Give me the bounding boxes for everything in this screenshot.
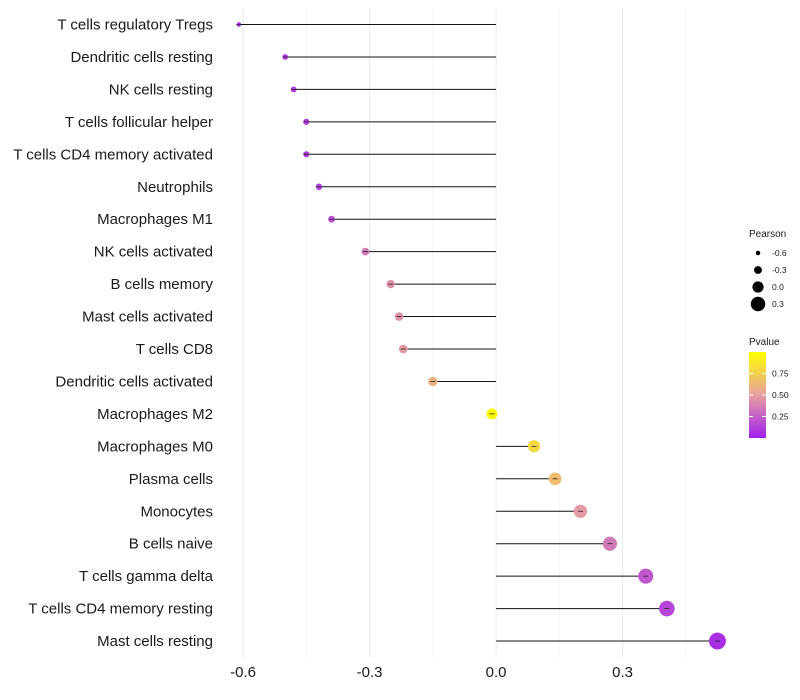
- lollipop-dots: [236, 22, 726, 650]
- color-legend-label: 0.25: [772, 412, 789, 422]
- y-axis-label: Macrophages M0: [97, 438, 213, 455]
- y-axis-label: B cells naive: [129, 536, 213, 553]
- size-legend: -0.6 -0.3 0.0 0.3: [750, 248, 787, 312]
- x-tick-label: 0.3: [612, 664, 633, 681]
- x-tick-label: -0.6: [230, 664, 256, 681]
- color-legend-title: Pvalue: [749, 337, 780, 348]
- size-legend-label: -0.3: [772, 265, 787, 275]
- size-legend-key: [752, 281, 764, 293]
- size-legend-key: [754, 266, 762, 274]
- y-axis-label: T cells CD4 memory activated: [13, 146, 213, 163]
- legend: Pearson -0.6-0.30.00.3 Pvalue 0.250.500.…: [749, 229, 789, 438]
- y-axis-label: T cells follicular helper: [65, 114, 213, 131]
- y-axis-labels: T cells regulatory Tregs Dendritic cells …: [13, 17, 213, 651]
- y-axis-label: Dendritic cells activated: [55, 373, 213, 390]
- color-legend-labels: 0.25 0.50 0.75: [749, 369, 789, 422]
- x-axis-ticks: -0.6 -0.3 0.0 0.3: [230, 664, 633, 681]
- y-axis-label: T cells regulatory Tregs: [57, 17, 213, 34]
- lollipop-sticks: [238, 24, 718, 642]
- y-axis-label: Mast cells resting: [97, 633, 213, 650]
- y-axis-label: T cells gamma delta: [79, 568, 214, 585]
- y-axis-label: Plasma cells: [129, 471, 213, 488]
- x-tick-label: 0.0: [486, 664, 507, 681]
- y-axis-label: Monocytes: [140, 503, 213, 520]
- color-legend-label: 0.50: [772, 390, 789, 400]
- pvalue-colorbar: [749, 352, 766, 438]
- size-legend-label: -0.6: [772, 248, 787, 258]
- x-tick-label: -0.3: [357, 664, 383, 681]
- y-axis-label: Mast cells activated: [82, 309, 213, 326]
- y-axis-label: Neutrophils: [137, 179, 213, 196]
- y-axis-label: Macrophages M2: [97, 406, 213, 423]
- y-axis-label: Dendritic cells resting: [70, 49, 213, 66]
- y-axis-label: NK cells activated: [94, 244, 213, 261]
- y-axis-label: NK cells resting: [109, 81, 213, 98]
- size-legend-key: [750, 296, 766, 312]
- size-legend-key: [755, 250, 761, 256]
- color-legend-label: 0.75: [772, 369, 789, 379]
- size-legend-title: Pearson: [749, 229, 786, 240]
- y-axis-label: T cells CD4 memory resting: [28, 601, 213, 618]
- grid-lines: [242, 8, 687, 658]
- y-axis-label: Macrophages M1: [97, 211, 213, 228]
- size-legend-label: 0.3: [772, 299, 784, 309]
- y-axis-label: T cells CD8: [136, 341, 213, 358]
- y-axis-label: B cells memory: [110, 276, 213, 293]
- size-legend-label: 0.0: [772, 282, 784, 292]
